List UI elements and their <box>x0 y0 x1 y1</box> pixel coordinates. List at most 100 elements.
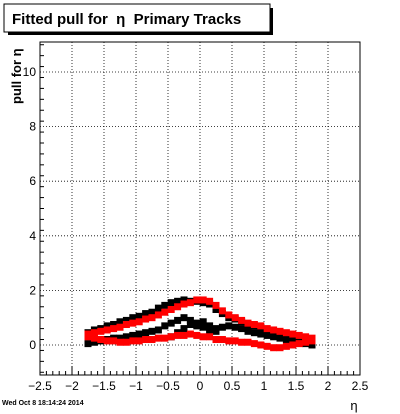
data-point-black <box>257 330 265 338</box>
data-point-black <box>142 310 150 318</box>
data-point-red <box>148 336 156 344</box>
data-point-red <box>250 321 258 329</box>
data-point-red <box>129 337 137 345</box>
data-point-red <box>225 337 233 345</box>
data-point-black <box>161 322 169 330</box>
data-point-black <box>154 304 162 312</box>
data-point-red <box>154 311 162 319</box>
data-point-red <box>142 315 150 323</box>
data-point-black <box>174 316 182 324</box>
data-point-black <box>84 340 92 348</box>
data-point-black <box>122 316 130 324</box>
data-point-red <box>276 344 284 352</box>
data-point-black <box>238 325 246 333</box>
data-point-red <box>295 331 303 339</box>
y-tick-label: 6 <box>29 174 36 188</box>
data-point-red <box>97 327 105 335</box>
data-point-black <box>129 331 137 339</box>
data-point-red <box>257 341 265 349</box>
data-point-black <box>199 323 207 331</box>
data-point-black <box>116 318 124 326</box>
data-point-red <box>174 303 182 311</box>
data-point-red <box>135 337 143 345</box>
x-tick-label: −1 <box>129 379 143 393</box>
data-point-black <box>110 321 118 329</box>
data-point-red <box>154 334 162 342</box>
data-point-red <box>225 311 233 319</box>
data-point-red <box>186 299 194 307</box>
data-point-red <box>167 333 175 341</box>
data-point-black <box>244 327 252 335</box>
data-point-red <box>90 334 98 342</box>
data-point-red <box>122 321 130 329</box>
x-tick-label: −0.5 <box>156 379 180 393</box>
data-point-red <box>142 336 150 344</box>
data-point-red <box>238 316 246 324</box>
data-point-red <box>193 331 201 339</box>
data-point-black <box>90 338 98 346</box>
data-point-red <box>276 327 284 335</box>
chart-title: Fitted pull for η Primary Tracks <box>12 11 241 28</box>
data-point-black <box>276 334 284 342</box>
data-point-red <box>282 329 290 337</box>
data-point-black <box>129 314 137 322</box>
data-point-red <box>161 308 169 316</box>
title-box: Fitted pull for η Primary Tracks <box>3 3 273 35</box>
data-point-red <box>116 323 124 331</box>
data-point-red <box>282 342 290 350</box>
data-point-red <box>110 325 118 333</box>
data-point-red <box>148 314 156 322</box>
data-point-black <box>231 323 239 331</box>
y-tick-label: 4 <box>29 229 36 243</box>
y-tick-label: 2 <box>29 283 36 297</box>
data-point-black <box>167 319 175 327</box>
data-point-black <box>148 308 156 316</box>
data-point-red <box>218 307 226 315</box>
data-point-red <box>206 333 214 341</box>
data-points <box>84 296 316 352</box>
data-point-black <box>186 321 194 329</box>
data-point-black <box>167 299 175 307</box>
data-point-red <box>212 301 220 309</box>
data-point-black <box>186 316 194 324</box>
data-point-red <box>122 338 130 346</box>
data-point-black <box>289 337 297 345</box>
timestamp: Wed Oct 8 18:14:24 2014 <box>2 400 84 407</box>
data-point-red <box>206 297 214 305</box>
data-point-black <box>206 322 214 330</box>
data-point-black <box>282 336 290 344</box>
data-point-red <box>250 340 258 348</box>
data-point-red <box>103 337 111 345</box>
data-point-red <box>97 336 105 344</box>
data-point-black <box>161 301 169 309</box>
data-point-red <box>161 334 169 342</box>
data-point-black <box>308 341 316 349</box>
data-point-black <box>148 327 156 335</box>
x-tick-label: 0 <box>197 379 204 393</box>
x-axis-label: η <box>350 398 357 413</box>
tick-labels: −2.5 −2 −1.5 −1 −0.5 0 0.5 1 1.5 2 2.5 0 2 4 6 8 10 <box>23 65 369 393</box>
data-point-red <box>84 333 92 341</box>
x-tick-label: 2 <box>325 379 332 393</box>
data-point-red <box>308 337 316 345</box>
data-point-red <box>212 336 220 344</box>
data-point-black <box>174 297 182 305</box>
data-point-red <box>116 338 124 346</box>
data-point-black <box>122 333 130 341</box>
data-point-red <box>110 337 118 345</box>
data-point-black <box>103 322 111 330</box>
data-point-black <box>212 327 220 335</box>
data-point-black <box>218 323 226 331</box>
data-point-black <box>263 331 271 339</box>
data-point-red <box>270 344 278 352</box>
data-point-black <box>206 326 214 334</box>
data-point-red <box>289 330 297 338</box>
data-point-black <box>135 330 143 338</box>
x-tick-label: −2 <box>65 379 79 393</box>
data-point-red <box>199 296 207 304</box>
data-point-black <box>116 334 124 342</box>
data-point-red <box>103 326 111 334</box>
data-point-red <box>167 305 175 313</box>
data-point-red <box>270 326 278 334</box>
